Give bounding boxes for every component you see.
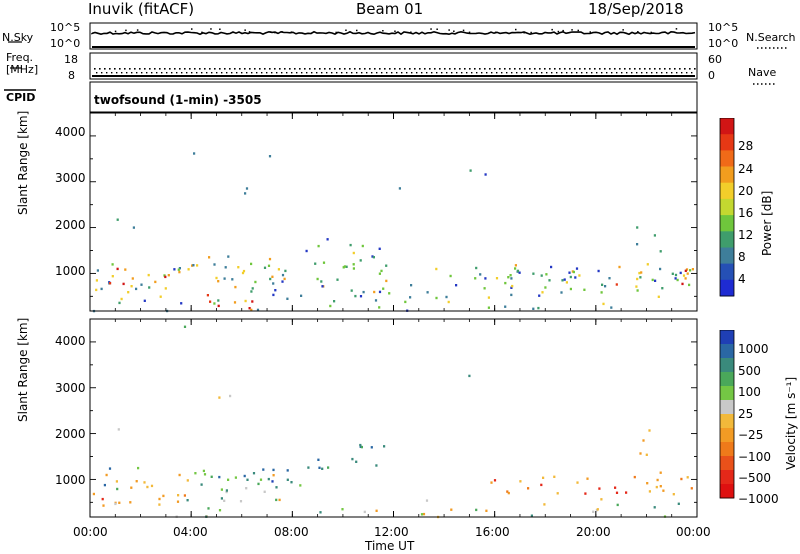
vel-cb-tick-neg25: −25 [738,428,764,442]
params-panels [4,22,787,113]
velocity-plot [89,318,698,519]
power-data [92,152,694,313]
nave-trace [92,72,695,77]
power-cb-tick-12: 12 [738,228,754,242]
vel-cb-tick-neg100: −100 [738,450,771,464]
power-axes [89,112,698,311]
xtick-3: 12:00 [374,525,409,539]
vel-cb-tick-neg1000: −1000 [738,492,779,506]
vel-cb-tick-neg500: −500 [738,471,771,485]
cpid-label: CPID [6,91,36,104]
vel-ytick-4000: 4000 [55,334,86,348]
vel-cb-tick-500: 500 [738,364,761,378]
power-cb-tick-8: 8 [738,250,746,264]
power-ytick-1000: 1000 [55,264,86,278]
nsky-right-tick-bottom: 10^0 [708,37,739,50]
power-ytick-3000: 3000 [55,171,86,185]
power-cb-tick-24: 24 [738,162,754,176]
freq-trace [94,68,696,70]
power-cb-tick-28: 28 [738,139,754,153]
nsky-left-tick-top: 10^5 [50,21,81,34]
xtick-6: 00:00 [676,525,711,539]
nsearch-label: N.Search [746,31,796,44]
power-colorbar [719,118,735,297]
vel-ytick-3000: 3000 [55,381,86,395]
nave-tick-bottom: 0 [708,69,715,82]
power-ytick-2000: 2000 [55,218,86,232]
xtick-0: 00:00 [73,525,108,539]
power-cb-tick-4: 4 [738,272,746,286]
power-cb-tick-20: 20 [738,184,754,198]
xtick-5: 20:00 [576,525,611,539]
xlabel: Time UT [365,539,415,553]
velocity-colorbar [719,330,735,499]
nsky-right-tick-top: 10^5 [708,21,739,34]
freq-unit: [MHz] [6,63,39,76]
radar-title: Inuvik (fitACF) [88,0,195,18]
nave-tick-top: 60 [708,53,722,66]
power-ytick-4000: 4000 [55,125,86,139]
power-plot [89,112,698,313]
xtick-1: 04:00 [173,525,208,539]
nave-label: Nave [748,66,777,79]
velocity-ylabel: Slant Range [km] [16,317,30,422]
nsky-trace [91,28,696,48]
power-cb-tick-16: 16 [738,206,754,220]
date-title: 18/Sep/2018 [588,0,684,18]
power-ylabel: Slant Range [km] [16,110,30,215]
velocity-axes [89,318,698,517]
vel-ytick-2000: 2000 [55,427,86,441]
vel-ytick-1000: 1000 [55,473,86,487]
power-cb-label: Power [dB] [760,190,774,256]
nsky-label: N.Sky [2,31,34,44]
freq-tick-top: 18 [64,53,78,66]
velocity-data [92,325,693,519]
beam-title: Beam 01 [356,0,424,18]
xtick-4: 16:00 [475,525,510,539]
freq-label: Freq. [6,51,34,64]
vel-cb-tick-100: 100 [738,385,761,399]
vel-cb-tick-25: 25 [738,407,754,421]
xtick-2: 08:00 [274,525,309,539]
freq-tick-bottom: 8 [68,69,75,82]
velocity-cb-label: Velocity [m s⁻¹] [784,376,798,470]
vel-cb-tick-1000: 1000 [738,342,769,356]
cpid-value: twofsound (1-min) -3505 [94,93,262,107]
nsky-left-tick-bottom: 10^0 [50,37,81,50]
